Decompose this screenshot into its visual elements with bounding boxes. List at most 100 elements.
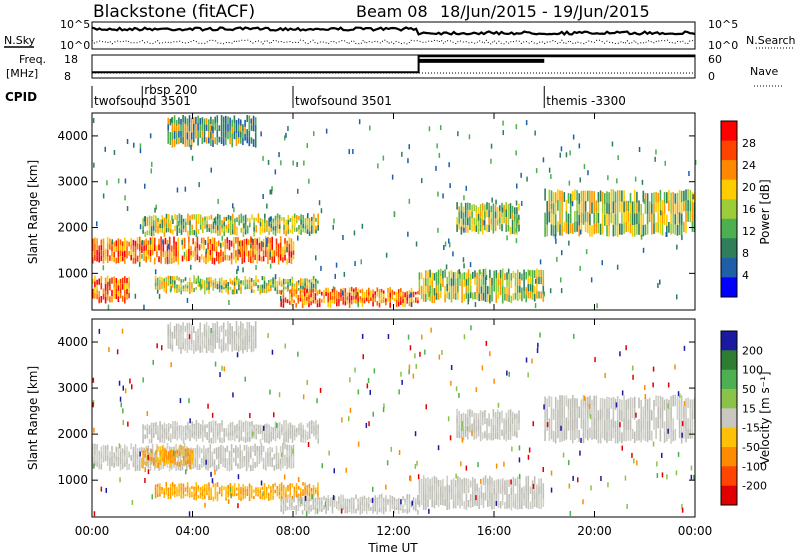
echo-cell — [220, 451, 222, 458]
echo-cell — [529, 501, 532, 509]
echo-cell — [506, 294, 508, 302]
echo-cell — [369, 389, 371, 395]
echo-cell — [113, 293, 115, 299]
echo-cell — [98, 456, 100, 463]
echo-cell — [124, 178, 127, 184]
echo-cell — [323, 289, 325, 295]
echo-cell — [463, 334, 466, 340]
echo-cell — [178, 434, 181, 439]
echo-cell — [237, 137, 240, 144]
echo-cell — [191, 453, 193, 458]
echo-cell — [225, 123, 227, 131]
echo-cell — [601, 408, 604, 419]
echo-cell — [536, 348, 539, 353]
echo-cell — [178, 429, 181, 435]
echo-cell — [484, 417, 486, 424]
echo-cell — [516, 431, 518, 438]
echo-cell — [325, 287, 327, 292]
echo-cell — [317, 280, 319, 284]
echo-cell — [670, 407, 672, 420]
echo-cell — [225, 216, 228, 221]
echo-cell — [288, 237, 291, 244]
echo-cell — [186, 285, 189, 289]
echo-cell — [261, 219, 264, 224]
echo-cell — [231, 339, 233, 346]
echo-cell — [228, 240, 231, 246]
echo-cell — [676, 408, 679, 420]
echo-cell — [276, 228, 279, 234]
echo-cell — [199, 489, 202, 493]
echo-cell — [519, 483, 521, 492]
echo-cell — [308, 430, 311, 435]
echo-cell — [477, 213, 480, 221]
echo-cell — [286, 247, 288, 252]
echo-cell — [478, 293, 480, 302]
echo-cell — [308, 295, 310, 300]
echo-cell — [604, 430, 606, 441]
echo-cell — [221, 277, 223, 282]
echo-cell — [304, 486, 306, 491]
echo-cell — [321, 291, 323, 296]
echo-cell — [378, 503, 381, 508]
echo-cell — [197, 328, 199, 336]
echo-cell — [134, 240, 137, 247]
echo-cell — [385, 298, 387, 302]
echo-cell — [278, 483, 281, 488]
echo-cell — [301, 510, 304, 515]
echo-cell — [508, 287, 510, 295]
echo-cell — [311, 429, 313, 434]
echo-cell — [437, 486, 440, 494]
echo-cell — [608, 397, 610, 408]
echo-cell — [574, 408, 576, 419]
echo-cell — [176, 215, 178, 221]
echo-cell — [308, 291, 310, 296]
colorbar-swatch — [721, 238, 737, 259]
echo-cell — [514, 478, 517, 487]
velocity-echo-field — [92, 321, 696, 517]
echo-cell — [465, 502, 468, 511]
echo-cell — [450, 278, 453, 287]
echo-cell — [227, 228, 230, 233]
echo-cell — [214, 323, 216, 330]
echo-cell — [317, 289, 319, 293]
echo-cell — [465, 272, 468, 280]
echo-cell — [302, 215, 304, 220]
echo-cell — [274, 436, 277, 442]
echo-cell — [552, 408, 555, 420]
echo-cell — [205, 329, 208, 338]
echo-cell — [180, 290, 182, 295]
echo-cell — [422, 285, 425, 294]
echo-cell — [219, 230, 221, 236]
echo-cell — [569, 419, 572, 430]
echo-cell — [221, 420, 223, 426]
echo-cell — [516, 277, 519, 286]
echo-cell — [117, 250, 120, 257]
echo-cell — [237, 503, 239, 509]
echo-cell — [164, 452, 167, 457]
echo-cell — [289, 434, 292, 439]
echo-cell — [370, 290, 372, 294]
echo-cell — [374, 291, 376, 295]
echo-cell — [300, 427, 302, 433]
echo-cell — [174, 487, 176, 491]
echo-cell — [550, 396, 553, 408]
echo-cell — [625, 430, 627, 442]
echo-cell — [180, 137, 182, 143]
echo-cell — [415, 363, 417, 369]
echo-cell — [171, 331, 174, 339]
colorbar-frame — [720, 120, 738, 298]
echo-cell — [565, 211, 568, 223]
echo-cell — [454, 272, 457, 279]
echo-cell — [295, 294, 297, 299]
colorbar-swatch — [721, 485, 737, 506]
echo-cell — [236, 352, 239, 358]
echo-cell — [523, 276, 525, 284]
echo-cell — [266, 433, 268, 438]
echo-cell — [255, 424, 257, 428]
echo-cell — [136, 465, 139, 471]
echo-cell — [397, 293, 400, 298]
echo-cell — [652, 366, 655, 372]
echo-cell — [285, 494, 287, 498]
echo-cell — [141, 247, 143, 253]
echo-cell — [670, 203, 672, 214]
